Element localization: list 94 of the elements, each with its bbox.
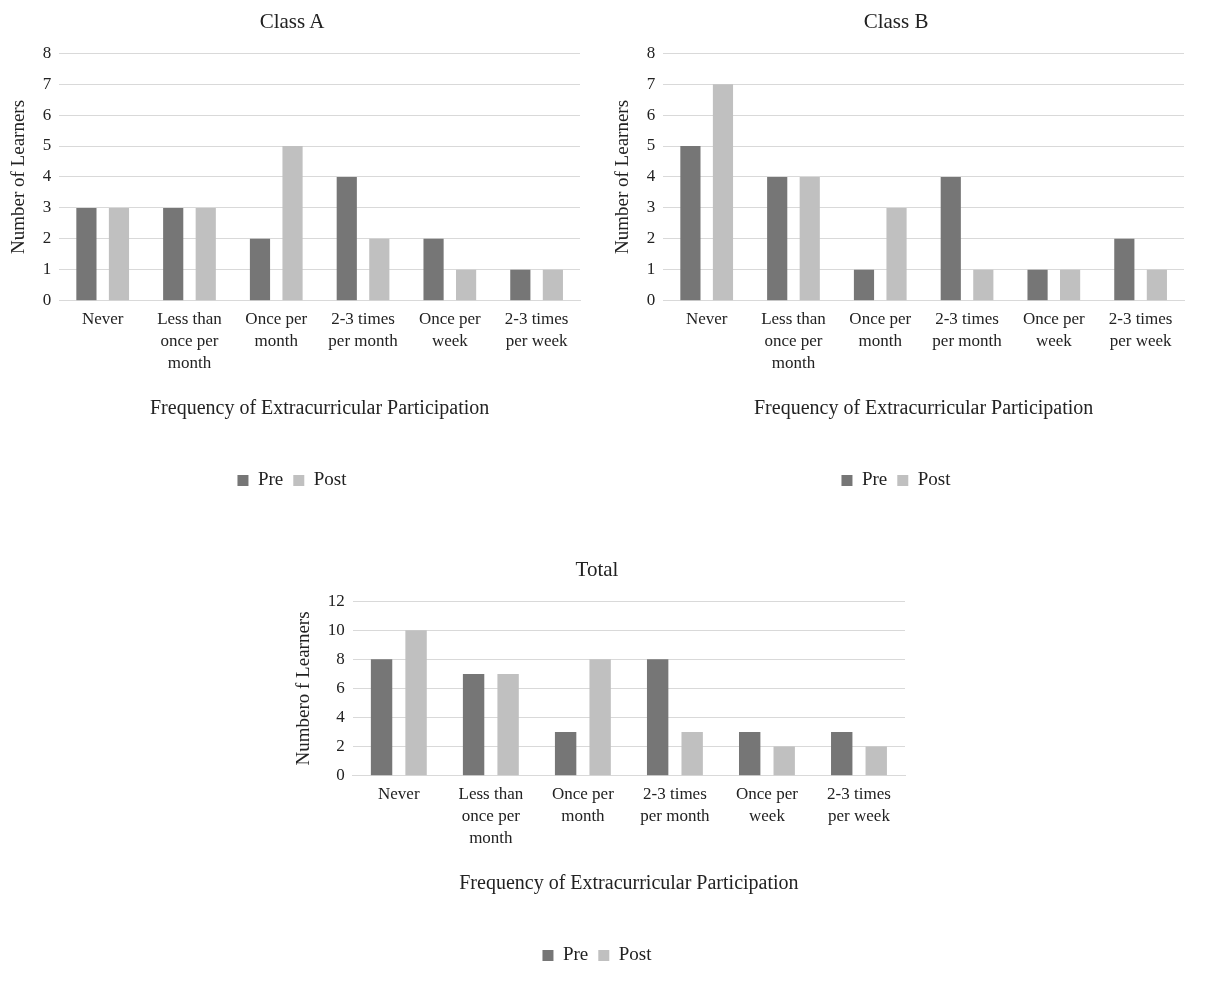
y-tick-label: 0 [646, 290, 656, 310]
x-tick-label: Less than once per month [157, 309, 223, 373]
y-tick-label: 3 [646, 197, 656, 217]
bar [456, 269, 477, 301]
bar [680, 146, 701, 301]
bar [799, 176, 820, 301]
bar [589, 659, 611, 776]
bar [282, 146, 303, 301]
legend-label: Pre [861, 468, 888, 490]
bar [853, 269, 875, 301]
x-tick-label: 2-3 times per month [932, 309, 1003, 351]
y-tick-label: 0 [42, 290, 52, 310]
bar [646, 659, 669, 776]
x-tick-label: Less than once per month [761, 309, 827, 373]
bar [249, 238, 271, 301]
y-tick-label: 2 [42, 228, 52, 248]
y-tick-label: 5 [42, 135, 52, 155]
y-tick-label: 4 [336, 707, 346, 726]
x-tick-label: 2-3 times per month [328, 309, 399, 351]
y-tick-label: 4 [42, 166, 52, 186]
y-tick-label: 6 [42, 104, 52, 124]
bar [554, 732, 577, 776]
bar [108, 207, 130, 301]
x-tick-label: Once per month [245, 309, 308, 351]
bar [1146, 269, 1167, 301]
bar [681, 732, 703, 776]
chart-title: Class A [259, 9, 326, 34]
bar [76, 207, 97, 301]
y-tick-label: 6 [336, 677, 345, 697]
y-tick-label: 8 [42, 42, 52, 62]
x-tick-label: Once per week [736, 784, 799, 826]
x-tick-label: Once per week [1022, 309, 1086, 351]
bar [510, 269, 531, 301]
x-axis-title: Frequency of Extracurricular Participation [753, 396, 1094, 420]
x-axis-title: Frequency of Extracurricular Participation [149, 396, 490, 420]
bar [462, 673, 485, 776]
y-tick-label: 7 [42, 73, 52, 93]
bar [370, 659, 393, 776]
x-tick-label: Once per month [551, 784, 615, 826]
y-tick-label: 8 [646, 42, 656, 62]
legend-label: Post [618, 943, 653, 965]
bar [886, 207, 907, 301]
bar [1027, 269, 1048, 301]
y-tick-label: 7 [646, 73, 656, 93]
x-tick-label: 2-3 times per week [504, 309, 569, 351]
y-tick-label: 4 [646, 166, 656, 186]
x-tick-label: Once per week [418, 309, 482, 351]
legend-label: Post [313, 468, 348, 490]
bar [336, 176, 357, 301]
y-tick-label: 0 [336, 765, 345, 785]
bar [773, 746, 795, 776]
bar [423, 238, 444, 301]
y-tick-label: 12 [327, 590, 345, 610]
y-axis-title: Number of Learners [7, 99, 29, 254]
bar [973, 269, 994, 301]
y-axis-title: Numbero f Learners [292, 611, 314, 766]
bar [1060, 269, 1081, 301]
x-tick-label: Never [81, 309, 124, 329]
x-tick-label: 2-3 times per week [1108, 309, 1173, 351]
x-tick-label: 2-3 times per month [640, 784, 711, 826]
y-tick-label: 8 [336, 648, 345, 668]
bar [739, 732, 761, 776]
bar [542, 269, 563, 301]
legend-label: Post [917, 468, 952, 490]
chart-title: Total [575, 557, 619, 582]
bar [497, 673, 519, 776]
legend-label: Pre [257, 468, 284, 490]
y-axis-title: Number of Learners [611, 99, 633, 254]
bar [369, 238, 390, 301]
x-tick-label: Never [685, 309, 728, 329]
x-tick-label: Once per month [849, 309, 912, 351]
bar [1114, 238, 1135, 301]
y-tick-label: 3 [42, 197, 52, 217]
x-tick-label: Less than once per month [458, 784, 524, 848]
bar [865, 746, 887, 776]
x-tick-label: 2-3 times per week [827, 784, 891, 826]
legend-label: Pre [562, 943, 589, 965]
x-tick-label: Never [378, 784, 420, 804]
bar [940, 176, 961, 301]
bar [195, 207, 216, 301]
y-tick-label: 10 [327, 619, 345, 639]
bar [767, 176, 788, 301]
bar [163, 207, 184, 301]
bar [712, 84, 734, 301]
bar [405, 630, 427, 776]
y-tick-label: 2 [336, 736, 345, 756]
y-tick-label: 6 [646, 104, 656, 124]
y-tick-label: 1 [42, 259, 52, 279]
chart-title: Class B [863, 9, 929, 34]
y-tick-label: 2 [646, 228, 656, 248]
y-tick-label: 1 [646, 259, 656, 279]
x-axis-title: Frequency of Extracurricular Participation [459, 871, 799, 895]
y-tick-label: 5 [646, 135, 656, 155]
bar [831, 732, 853, 776]
